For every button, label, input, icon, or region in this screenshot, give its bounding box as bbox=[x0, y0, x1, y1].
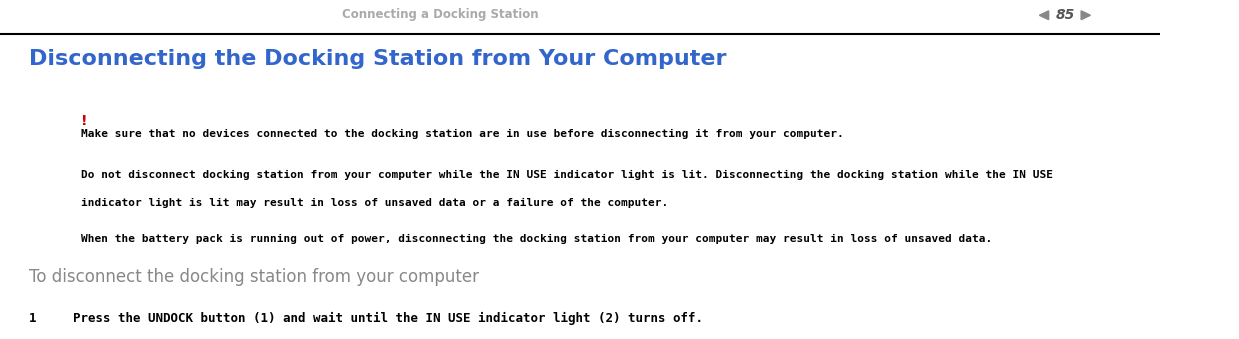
Polygon shape bbox=[1082, 11, 1090, 20]
Text: 85: 85 bbox=[1056, 8, 1074, 22]
Text: 1: 1 bbox=[28, 312, 36, 325]
Polygon shape bbox=[1040, 11, 1048, 20]
Text: Connecting a Docking Station: Connecting a Docking Station bbox=[342, 8, 539, 21]
Text: Press the UNDOCK button (1) and wait until the IN USE indicator light (2) turns : Press the UNDOCK button (1) and wait unt… bbox=[73, 312, 703, 325]
Text: To disconnect the docking station from your computer: To disconnect the docking station from y… bbox=[28, 268, 479, 286]
Text: indicator light is lit may result in loss of unsaved data or a failure of the co: indicator light is lit may result in los… bbox=[82, 198, 669, 208]
Text: Make sure that no devices connected to the docking station are in use before dis: Make sure that no devices connected to t… bbox=[82, 129, 844, 139]
Text: When the battery pack is running out of power, disconnecting the docking station: When the battery pack is running out of … bbox=[82, 234, 992, 244]
Text: Disconnecting the Docking Station from Your Computer: Disconnecting the Docking Station from Y… bbox=[28, 49, 726, 69]
Text: !: ! bbox=[82, 114, 88, 127]
Text: Do not disconnect docking station from your computer while the IN USE indicator : Do not disconnect docking station from y… bbox=[82, 170, 1053, 180]
